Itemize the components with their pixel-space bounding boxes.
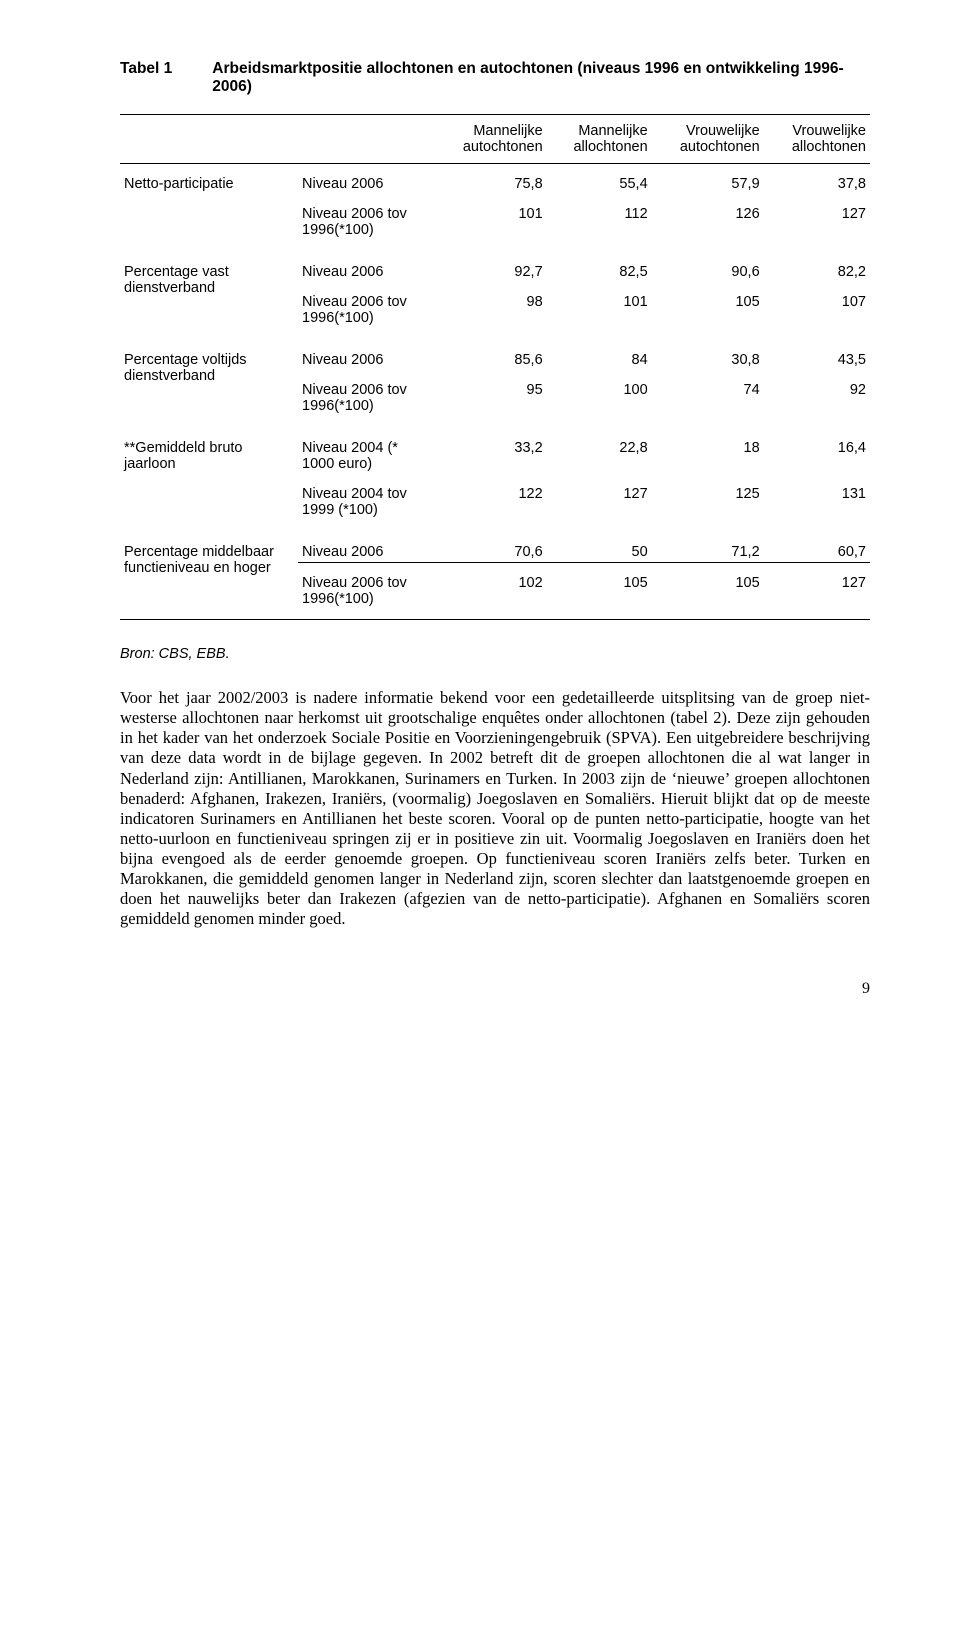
- level-label: Niveau 2006 tov 1996(*100): [298, 204, 436, 240]
- level-label: Niveau 2006 tov 1996(*100): [298, 380, 436, 416]
- cell: 100: [547, 380, 652, 416]
- cell: 101: [436, 204, 547, 240]
- level-label: Niveau 2006: [298, 174, 436, 194]
- level-label: Niveau 2006 tov 1996(*100): [298, 292, 436, 328]
- cell: 98: [436, 292, 547, 328]
- cell: 131: [764, 484, 870, 520]
- level-label: Niveau 2006: [298, 262, 436, 282]
- cell: 127: [764, 573, 870, 609]
- cell: 22,8: [547, 438, 652, 474]
- group-label-bruto: **Gemiddeld bruto jaarloon: [120, 438, 298, 520]
- cell: 30,8: [652, 350, 764, 370]
- table-row: Percentage vast dienstverband Niveau 200…: [120, 262, 870, 282]
- level-label: Niveau 2006 tov 1996(*100): [298, 573, 436, 609]
- body-paragraph: Voor het jaar 2002/2003 is nadere inform…: [120, 688, 870, 930]
- table-title-text: Arbeidsmarktpositie allochtonen en autoc…: [212, 60, 870, 96]
- cell: 82,2: [764, 262, 870, 282]
- table-row: Netto-participatie Niveau 2006 75,8 55,4…: [120, 174, 870, 194]
- page-number: 9: [120, 980, 870, 998]
- group-label-voltijds: Percentage voltijds dienstverband: [120, 350, 298, 416]
- cell: 127: [547, 484, 652, 520]
- source-line: Bron: CBS, EBB.: [120, 646, 870, 662]
- cell: 18: [652, 438, 764, 474]
- cell: 43,5: [764, 350, 870, 370]
- table-title-row: Tabel 1 Arbeidsmarktpositie allochtonen …: [120, 60, 870, 96]
- cell: 85,6: [436, 350, 547, 370]
- cell: 75,8: [436, 174, 547, 194]
- cell: 92,7: [436, 262, 547, 282]
- level-label: Niveau 2006: [298, 542, 436, 562]
- cell: 57,9: [652, 174, 764, 194]
- col-head-4: Vrouwelijke allochtonen: [764, 115, 870, 164]
- cell: 60,7: [764, 542, 870, 562]
- cell: 92: [764, 380, 870, 416]
- group-label-middelbaar: Percentage middelbaar functieniveau en h…: [120, 542, 298, 609]
- cell: 126: [652, 204, 764, 240]
- table-row: Percentage middelbaar functieniveau en h…: [120, 542, 870, 562]
- level-label: Niveau 2004 tov 1999 (*100): [298, 484, 436, 520]
- cell: 70,6: [436, 542, 547, 562]
- level-label: Niveau 2004 (* 1000 euro): [298, 438, 436, 474]
- level-label: Niveau 2006: [298, 350, 436, 370]
- header-row: Mannelijke autochtonen Mannelijke alloch…: [120, 115, 870, 164]
- table-row: Percentage voltijds dienstverband Niveau…: [120, 350, 870, 370]
- cell: 16,4: [764, 438, 870, 474]
- cell: 122: [436, 484, 547, 520]
- cell: 125: [652, 484, 764, 520]
- cell: 37,8: [764, 174, 870, 194]
- cell: 71,2: [652, 542, 764, 562]
- cell: 112: [547, 204, 652, 240]
- cell: 107: [764, 292, 870, 328]
- cell: 105: [652, 292, 764, 328]
- group-label-vast: Percentage vast dienstverband: [120, 262, 298, 328]
- col-head-2: Mannelijke allochtonen: [547, 115, 652, 164]
- cell: 105: [547, 573, 652, 609]
- cell: 127: [764, 204, 870, 240]
- cell: 105: [652, 573, 764, 609]
- table-title-label: Tabel 1: [120, 60, 172, 96]
- cell: 102: [436, 573, 547, 609]
- group-label-netto: Netto-participatie: [120, 174, 298, 240]
- cell: 55,4: [547, 174, 652, 194]
- table-1: Tabel 1 Arbeidsmarktpositie allochtonen …: [120, 60, 870, 662]
- col-head-3: Vrouwelijke autochtonen: [652, 115, 764, 164]
- cell: 95: [436, 380, 547, 416]
- cell: 90,6: [652, 262, 764, 282]
- cell: 101: [547, 292, 652, 328]
- cell: 84: [547, 350, 652, 370]
- cell: 50: [547, 542, 652, 562]
- table-row: **Gemiddeld bruto jaarloon Niveau 2004 (…: [120, 438, 870, 474]
- cell: 74: [652, 380, 764, 416]
- cell: 82,5: [547, 262, 652, 282]
- col-head-1: Mannelijke autochtonen: [436, 115, 547, 164]
- cell: 33,2: [436, 438, 547, 474]
- data-table: Mannelijke autochtonen Mannelijke alloch…: [120, 114, 870, 620]
